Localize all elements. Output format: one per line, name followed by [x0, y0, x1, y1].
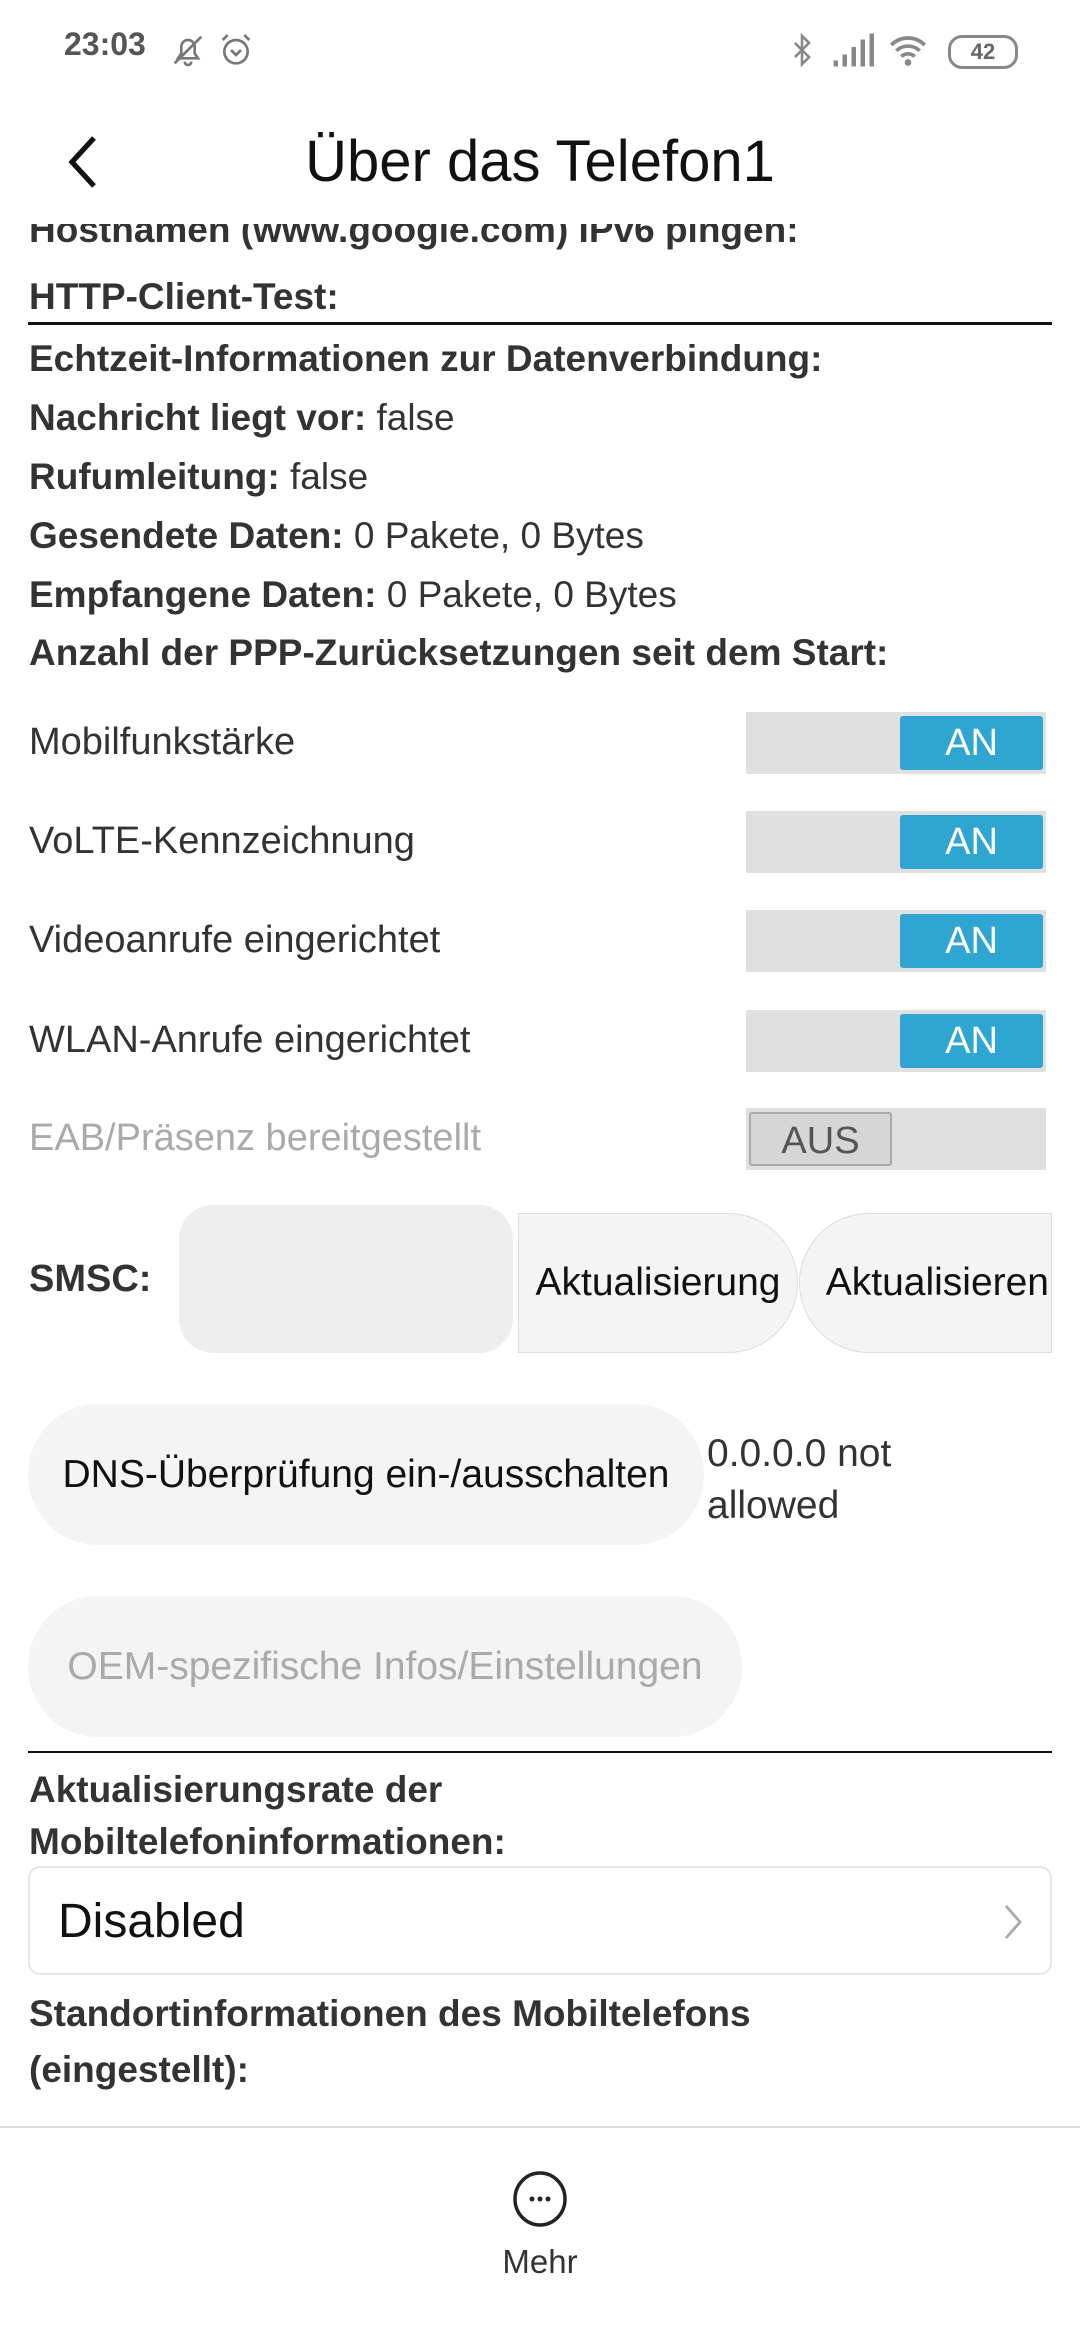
alarm-icon [221, 34, 251, 65]
toggle-label-wifi-calls: WLAN-Anrufe eingerichtet [29, 1019, 471, 1061]
clip-region: Hostnamen (www.google.com) IPv6 pingen: [0, 224, 1080, 264]
more-button[interactable]: Mehr [490, 2165, 590, 2315]
http-client-test-label: HTTP-Client-Test: [29, 276, 339, 317]
smsc-input[interactable] [179, 1205, 513, 1353]
info-row: Gesendete Daten: 0 Pakete, 0 Bytes [29, 514, 644, 558]
signal-strength-toggle[interactable]: AN [746, 712, 1046, 774]
toggle-thumb: AUS [749, 1112, 892, 1166]
info-row: Rufumleitung: false [29, 455, 368, 499]
battery-icon: 42 [948, 35, 1018, 69]
toggle-thumb: AN [900, 716, 1043, 770]
info-row: Empfangene Daten: 0 Pakete, 0 Bytes [29, 573, 677, 617]
info-value: false [290, 456, 369, 497]
info-label: Gesendete Daten: [29, 515, 344, 556]
info-value: 0 Pakete, 0 Bytes [386, 574, 677, 615]
info-row: Nachricht liegt vor: false [29, 396, 455, 440]
battery-level: 42 [970, 39, 996, 64]
smsc-label: SMSC: [29, 1258, 152, 1300]
more-icon [513, 2171, 567, 2227]
more-label: Mehr [502, 2243, 578, 2280]
smsc-update-button[interactable]: Aktualisierung [518, 1213, 798, 1353]
refresh-rate-dropdown[interactable]: Disabled [28, 1866, 1052, 1975]
toggle-label-eab-presence: EAB/Präsenz bereitgestellt [29, 1117, 482, 1159]
chevron-right-icon [1004, 1905, 1022, 1939]
info-value: 0 Pakete, 0 Bytes [353, 515, 644, 556]
refresh-rate-label: Aktualisierungsrate der Mobiltelefoninfo… [29, 1769, 506, 1862]
toggle-label-signal-strength: Mobilfunkstärke [29, 721, 296, 763]
smsc-refresh-button[interactable]: Aktualisieren [799, 1213, 1052, 1353]
toggle-thumb: AN [900, 1014, 1043, 1068]
toggle-thumb: AN [900, 815, 1043, 869]
ppp-resets-label: Anzahl der PPP-Zurücksetzungen seit dem … [29, 632, 889, 673]
page-title: Über das Telefon1 [305, 129, 775, 194]
wifi-icon [890, 36, 926, 66]
info-label: Empfangene Daten: [29, 574, 377, 615]
status-time: 23:03 [64, 26, 146, 62]
toggle-thumb: AN [900, 914, 1043, 968]
oem-settings-button[interactable]: OEM-spezifische Infos/Einstellungen [28, 1596, 742, 1737]
video-calls-toggle[interactable]: AN [746, 910, 1046, 972]
dns-status: 0.0.0.0 not allowed [707, 1432, 892, 1527]
eab-presence-toggle[interactable]: AUS [746, 1108, 1046, 1170]
info-value: false [376, 397, 455, 438]
realtime-heading: Echtzeit-Informationen zur Datenverbindu… [29, 338, 823, 379]
divider [28, 322, 1052, 325]
wifi-calls-toggle[interactable]: AN [746, 1010, 1046, 1072]
dns-check-toggle-button[interactable]: DNS-Überprüfung ein-/ausschalten [28, 1404, 704, 1545]
toggle-label-volte: VoLTE-Kennzeichnung [29, 820, 415, 862]
bottom-bar-divider [0, 2126, 1080, 2128]
ipv6-ping-label: Hostnamen (www.google.com) IPv6 pingen: [29, 224, 799, 250]
bell-off-icon [173, 35, 203, 67]
chevron-left-icon[interactable] [64, 134, 104, 190]
toggle-label-video-calls: Videoanrufe eingerichtet [29, 919, 441, 961]
info-label: Rufumleitung: [29, 456, 280, 497]
divider [28, 1751, 1052, 1753]
location-info-label: Standortinformationen des Mobiltelefons … [29, 1993, 751, 2090]
refresh-rate-value: Disabled [58, 1895, 245, 1948]
signal-icon [833, 33, 874, 67]
info-label: Nachricht liegt vor: [29, 397, 367, 438]
volte-toggle[interactable]: AN [746, 811, 1046, 873]
bluetooth-icon [794, 32, 811, 68]
